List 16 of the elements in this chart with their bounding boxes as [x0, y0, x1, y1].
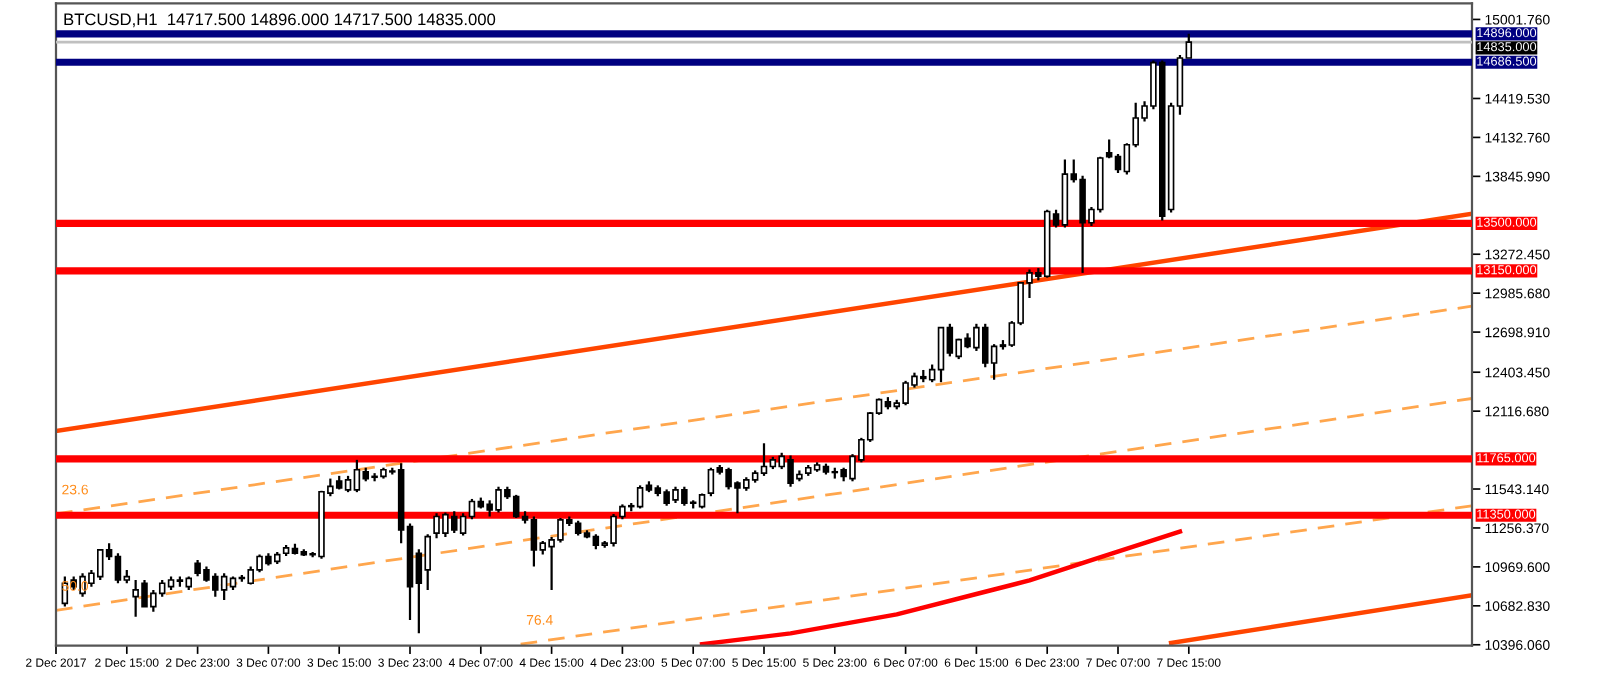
candlestick — [636, 484, 644, 510]
candlestick — [512, 493, 520, 520]
candlestick — [450, 510, 458, 534]
candlestick — [114, 552, 122, 585]
candlestick — [530, 515, 538, 568]
candlestick — [981, 322, 989, 369]
candlestick — [1114, 152, 1122, 175]
candlestick — [760, 442, 768, 477]
candlestick — [937, 326, 945, 384]
text: BTCUSD,H1 14717.500 14896.000 14717.500 14835.000 — [64, 13, 496, 28]
line-series — [699, 529, 1183, 646]
candlestick — [96, 548, 104, 582]
candlestick — [353, 458, 361, 494]
candlestick — [220, 572, 228, 602]
candlestick — [424, 533, 431, 592]
candlestick — [707, 466, 715, 498]
